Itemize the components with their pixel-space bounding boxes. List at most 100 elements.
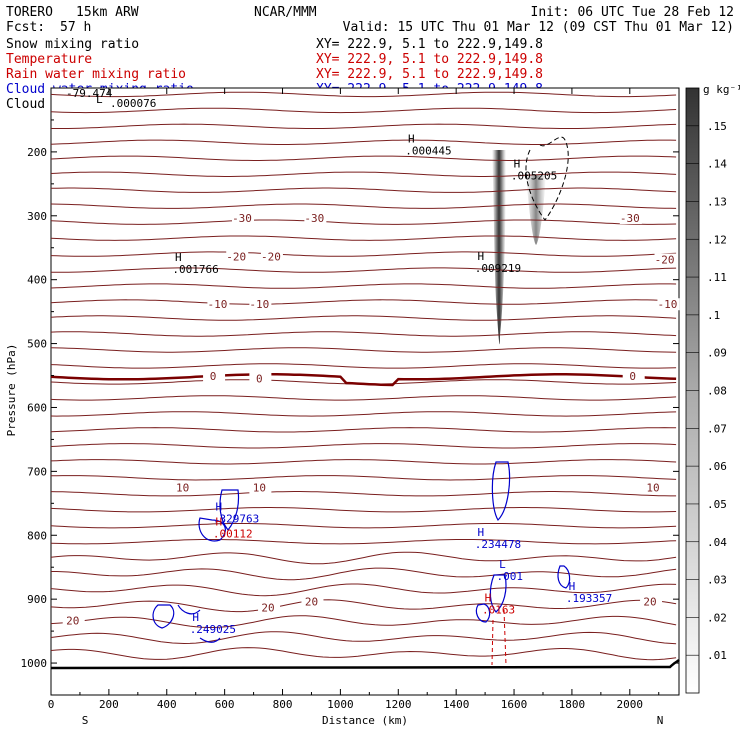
- y-tick-label: 800: [27, 529, 47, 542]
- y-tick-label: 600: [27, 401, 47, 414]
- isotherm-label-bg: [258, 601, 281, 614]
- overlap-marker: L: [96, 93, 103, 106]
- marker-h: H: [408, 132, 415, 145]
- isotherm-line: [50, 203, 677, 209]
- isotherm-line: [51, 123, 677, 129]
- x-tick-label: 1400: [443, 698, 470, 711]
- marker-value: .000445: [405, 144, 451, 157]
- x-tick-label: 1800: [559, 698, 586, 711]
- isotherm-line: [50, 235, 677, 241]
- y-tick-label: 700: [27, 465, 47, 478]
- isotherm-label: -10: [249, 298, 269, 311]
- marker-value: .234478: [475, 538, 521, 551]
- isotherm-line: [50, 583, 677, 597]
- marker-h: H: [569, 580, 576, 593]
- x-tick-label: 800: [273, 698, 293, 711]
- x-axis-label: Distance (km): [322, 714, 408, 727]
- isotherm-label: 20: [66, 615, 79, 628]
- legend-xy: XY= 222.9, 5.1 to 222.9,149.8: [316, 67, 543, 82]
- legend-name: Rain water mixing ratio: [6, 67, 186, 82]
- isotherm-label-bg: [304, 211, 327, 224]
- isotherm-label-bg: [62, 614, 85, 627]
- extrema-markers: H.000445H.005205H.001766H.009219H.329763…: [96, 93, 612, 636]
- isotherm-line: [50, 219, 677, 225]
- isotherm-label-bg: [260, 250, 283, 263]
- isotherm-line: [50, 155, 677, 161]
- marker-value: .193357: [566, 592, 612, 605]
- legend-name: Temperature: [6, 52, 92, 67]
- isotherm-label: 10: [253, 482, 266, 495]
- isotherm-label: 20: [261, 602, 274, 615]
- colorbar-tick-label: .14: [707, 158, 727, 171]
- isotherm-label-bg: [619, 211, 642, 224]
- isotherm-line: [50, 459, 677, 465]
- marker-h: H: [485, 592, 492, 605]
- isotherm-line: [50, 107, 677, 114]
- snow-plume-main: [492, 150, 506, 345]
- overlap-number-2: .000076: [110, 97, 156, 110]
- isotherm-line: [50, 443, 677, 449]
- isotherm-line: [51, 567, 677, 581]
- marker-value: .00112: [213, 528, 253, 541]
- snow-plume-secondary: [526, 175, 546, 245]
- isotherm-label-bg: [654, 253, 677, 266]
- isotherm-label-bg: [203, 369, 226, 382]
- isotherm-label: -20: [226, 250, 246, 263]
- isotherm-label: -20: [655, 254, 675, 267]
- colorbar-tick-label: .11: [707, 271, 727, 284]
- isotherm-line: [50, 187, 677, 193]
- isotherm-line: [50, 347, 677, 353]
- x-tick-label: 2000: [617, 698, 644, 711]
- marker-value: .001: [496, 570, 523, 583]
- cloud-water-contours: [152, 461, 571, 643]
- isotherm-label-bg: [207, 298, 230, 311]
- resolution: 15km ARW: [76, 5, 139, 20]
- x-axis: 0 200 400 600 800 1000 1200 1400 1600 1800 2000: [48, 88, 660, 711]
- isotherm-line: [50, 363, 677, 369]
- y-tick-label: 1000: [21, 657, 48, 670]
- isotherm-label: 0: [629, 370, 636, 383]
- isotherm-label-bg: [232, 211, 255, 224]
- isotherm-label: 20: [305, 595, 318, 608]
- isotherm-line: [50, 615, 677, 628]
- marker-h: H: [514, 157, 521, 170]
- isotherm-label-bg: [249, 298, 272, 311]
- temperature-isolines: -30 -30 -30 -20 -20 -20 -10 -10 -10 0 0 0 10 10 10 20 20…: [50, 91, 680, 661]
- marker-value: .001766: [172, 263, 218, 276]
- isotherm-label: 20: [643, 595, 656, 608]
- org-name: NCAR/MMM: [254, 5, 317, 20]
- isotherm-line: [50, 315, 677, 321]
- north-label: N: [657, 714, 664, 727]
- marker-h: H: [477, 250, 484, 263]
- isotherm-line: [50, 251, 677, 257]
- marker-value: .009219: [475, 262, 521, 275]
- colorbar-tick-label: .04: [707, 536, 727, 549]
- fcst-label: Fcst:: [6, 20, 45, 35]
- isotherm-label-bg: [640, 595, 663, 608]
- isotherm-line: [50, 551, 677, 565]
- isotherm-label-bg: [622, 369, 645, 382]
- isotherm-line: [50, 299, 677, 305]
- marker-value: .0163: [482, 604, 515, 617]
- isotherm-line: [50, 523, 677, 529]
- isotherm-label: 10: [176, 482, 189, 495]
- isotherm-label: -10: [657, 298, 677, 311]
- model-name: TORERO: [6, 5, 53, 20]
- isotherm-line: [51, 267, 677, 273]
- colorbar-tick-label: .1: [707, 309, 720, 322]
- x-tick-label: 200: [99, 698, 119, 711]
- y-tick-label: 500: [27, 338, 47, 351]
- isotherm-label: 10: [646, 482, 659, 495]
- ice-dashed-contour: [525, 136, 569, 221]
- isotherm-label-bg: [249, 481, 272, 494]
- isotherm-line: [50, 491, 677, 497]
- marker-value: .329763: [213, 512, 259, 525]
- marker-l: L: [499, 558, 506, 571]
- marker-h: H: [192, 611, 199, 624]
- y-tick-label: 300: [27, 210, 47, 223]
- colorbar-tick-label: .05: [707, 498, 727, 511]
- colorbar-ticks: .01 .02 .03 .04 .05 .06 .07 .08 .09 .1 .11 .12 .13 .1…: [686, 120, 727, 662]
- isotherm-label-bg: [249, 372, 272, 385]
- y-tick-label: 900: [27, 593, 47, 606]
